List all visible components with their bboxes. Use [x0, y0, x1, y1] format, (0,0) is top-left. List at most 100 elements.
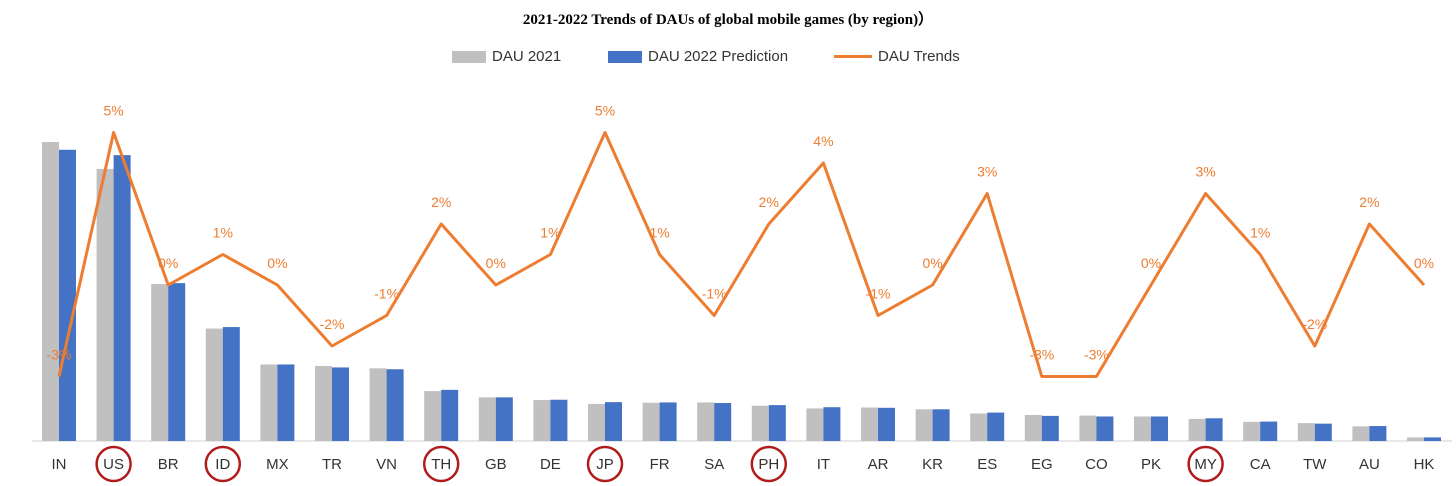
bar-dau-2022-es: [987, 412, 1005, 441]
highlight-circle-us: [95, 445, 132, 483]
x-tick-label-jp: JP: [596, 456, 614, 473]
bar-dau-2021-us: [96, 168, 114, 441]
x-tick-label-fr: FR: [650, 456, 670, 473]
dau-trends-line: [57, 131, 1426, 378]
trend-label-hk: 0%: [1414, 255, 1434, 271]
x-tick-label-sa: SA: [704, 456, 724, 473]
trend-label-kr: 0%: [922, 255, 942, 271]
bar-dau-2022-gb: [495, 397, 513, 441]
x-tick-label-eg: EG: [1031, 456, 1053, 473]
bar-dau-2022-my: [1205, 418, 1223, 441]
trend-label-jp: 5%: [595, 103, 615, 119]
legend-label-dau-trends: DAU Trends: [878, 48, 960, 65]
bar-dau-2021-hk: [1407, 437, 1424, 441]
bar-dau-2021-it: [806, 408, 824, 441]
x-tick-label-id: ID: [215, 456, 230, 473]
bar-dau-2022-de: [550, 399, 568, 441]
trend-label-ca: 1%: [1250, 225, 1270, 241]
bar-dau-2022-br: [168, 283, 186, 441]
x-tick-label-co: CO: [1085, 456, 1108, 473]
x-tick-label-ar: AR: [868, 456, 889, 473]
bar-dau-2022-kr: [932, 409, 950, 441]
trend-label-mx: 0%: [267, 255, 287, 271]
trend-label-br: 0%: [158, 255, 178, 271]
x-tick-label-gb: GB: [485, 456, 507, 473]
bar-dau-2022-th: [441, 389, 459, 441]
bar-dau-2021-ar: [861, 407, 878, 441]
trend-label-pk: 0%: [1141, 255, 1161, 271]
bar-dau-2021-sa: [697, 402, 715, 441]
bar-dau-2021-eg: [1024, 414, 1042, 441]
bar-dau-2021-tr: [315, 365, 332, 441]
bar-dau-2022-au: [1369, 426, 1387, 441]
bar-dau-2021-fr: [642, 402, 660, 441]
bar-dau-2022-eg: [1041, 415, 1059, 441]
bar-dau-2022-tr: [332, 367, 349, 441]
bar-dau-2022-fr: [659, 402, 677, 441]
bar-dau-2021-gb: [478, 397, 496, 441]
bar-dau-2021-br: [151, 284, 169, 441]
bar-dau-2022-tw: [1314, 423, 1332, 441]
highlight-circle-ph: [750, 445, 788, 483]
bar-dau-2021-pk: [1134, 416, 1151, 441]
x-tick-label-hk: HK: [1414, 456, 1435, 473]
legend-swatch-dau-trends: [834, 55, 872, 58]
legend-item-dau-2022: DAU 2022 Prediction: [608, 48, 788, 65]
x-tick-label-it: IT: [817, 456, 830, 473]
legend-swatch-dau-2021: [452, 50, 486, 63]
x-tick-label-mx: MX: [266, 456, 289, 473]
bar-dau-2021-id: [205, 328, 223, 441]
legend-item-dau-2021: DAU 2021: [452, 48, 561, 65]
bar-dau-2021-au: [1352, 426, 1370, 441]
legend-label-dau-2022: DAU 2022 Prediction: [648, 48, 789, 65]
x-tick-label-tw: TW: [1303, 456, 1327, 473]
x-tick-label-in: IN: [52, 456, 67, 473]
trend-label-ph: 2%: [759, 194, 779, 210]
x-tick-label-br: BR: [158, 456, 179, 473]
trend-label-it: 4%: [813, 133, 833, 149]
bar-dau-2022-sa: [714, 403, 732, 441]
bar-dau-2021-mx: [260, 364, 278, 441]
x-tick-label-au: AU: [1359, 456, 1380, 473]
trend-label-eg: -3%: [1029, 347, 1054, 363]
bar-dau-2021-co: [1079, 415, 1097, 441]
trend-label-tw: -2%: [1302, 316, 1327, 332]
bar-dau-2022-id: [222, 327, 240, 441]
x-tick-label-ph: PH: [758, 456, 779, 473]
bar-dau-2021-in: [42, 142, 59, 441]
bar-dau-2021-tw: [1297, 423, 1315, 441]
bar-dau-2022-pk: [1151, 416, 1168, 441]
bar-dau-2022-us: [113, 155, 131, 441]
bar-dau-2021-kr: [915, 409, 933, 441]
trend-label-fr: 1%: [649, 225, 669, 241]
bar-dau-2022-ca: [1260, 421, 1278, 441]
bar-dau-2022-mx: [277, 364, 295, 441]
bar-dau-2021-th: [424, 391, 442, 441]
trend-label-in: -3%: [47, 347, 72, 363]
bar-dau-2022-ph: [768, 405, 786, 441]
trend-label-ar: -1%: [866, 286, 891, 302]
legend-item-dau-trends: DAU Trends: [834, 48, 960, 65]
bar-dau-2021-ca: [1243, 421, 1261, 441]
bar-dau-2021-vn: [369, 368, 387, 441]
x-tick-label-tr: TR: [322, 456, 342, 473]
highlight-circle-id: [204, 445, 242, 483]
bar-dau-2022-jp: [605, 402, 622, 441]
trend-label-tr: -2%: [320, 316, 345, 332]
x-tick-label-es: ES: [977, 456, 997, 473]
bar-dau-2022-in: [59, 149, 76, 442]
trend-label-de: 1%: [540, 225, 560, 241]
highlight-circle-jp: [586, 445, 624, 483]
x-tick-label-vn: VN: [376, 456, 397, 473]
highlight-circle-th: [422, 445, 460, 483]
trend-label-es: 3%: [977, 164, 997, 180]
bar-dau-2022-it: [823, 407, 841, 441]
bar-dau-2021-my: [1188, 418, 1206, 441]
trend-label-co: -3%: [1084, 347, 1109, 363]
bar-dau-2022-hk: [1424, 437, 1441, 441]
bar-dau-2022-ar: [878, 407, 895, 441]
trend-label-my: 3%: [1195, 164, 1215, 180]
x-tick-label-th: TH: [431, 456, 451, 473]
bar-dau-2021-jp: [588, 403, 605, 441]
